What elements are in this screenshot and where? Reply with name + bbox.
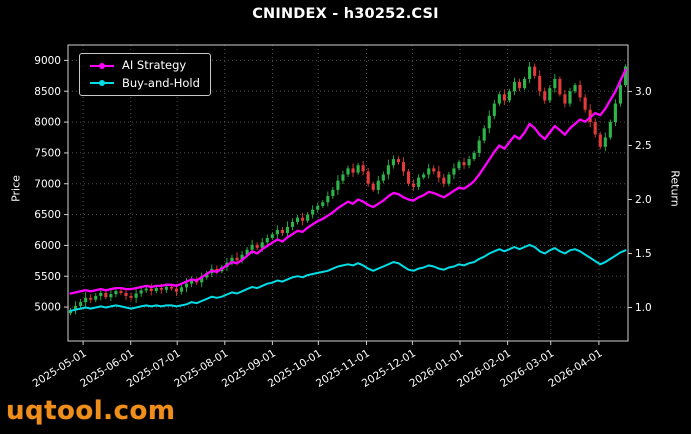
svg-text:5500: 5500 — [34, 271, 61, 283]
return-axis-label: Return — [668, 170, 682, 207]
svg-text:2.0: 2.0 — [635, 194, 652, 206]
watermark: uqtool.com — [6, 396, 176, 426]
svg-text:2026-04-01: 2026-04-01 — [546, 347, 604, 390]
svg-text:2.5: 2.5 — [635, 140, 652, 152]
legend-label-buy-and-hold: Buy-and-Hold — [122, 75, 200, 90]
svg-text:6500: 6500 — [34, 209, 61, 221]
svg-text:1.0: 1.0 — [635, 302, 652, 314]
svg-text:6000: 6000 — [34, 240, 61, 252]
svg-text:8000: 8000 — [34, 117, 61, 129]
svg-text:8500: 8500 — [34, 86, 61, 98]
legend-marker-buy-and-hold-icon — [90, 80, 114, 87]
legend: AI Strategy Buy-and-Hold — [79, 53, 211, 96]
svg-text:3.0: 3.0 — [635, 86, 652, 98]
svg-text:5000: 5000 — [34, 302, 61, 314]
svg-text:9000: 9000 — [34, 55, 61, 67]
price-axis-label: Price — [9, 175, 23, 202]
svg-text:7500: 7500 — [34, 147, 61, 159]
legend-marker-ai-strategy-icon — [90, 62, 114, 69]
svg-text:7000: 7000 — [34, 178, 61, 190]
chart-title: CNINDEX - h30252.CSI — [252, 6, 439, 22]
svg-text:1.5: 1.5 — [635, 248, 652, 260]
legend-item-ai-strategy: AI Strategy — [90, 58, 200, 72]
legend-label-ai-strategy: AI Strategy — [122, 58, 187, 72]
legend-item-buy-and-hold: Buy-and-Hold — [90, 75, 200, 90]
